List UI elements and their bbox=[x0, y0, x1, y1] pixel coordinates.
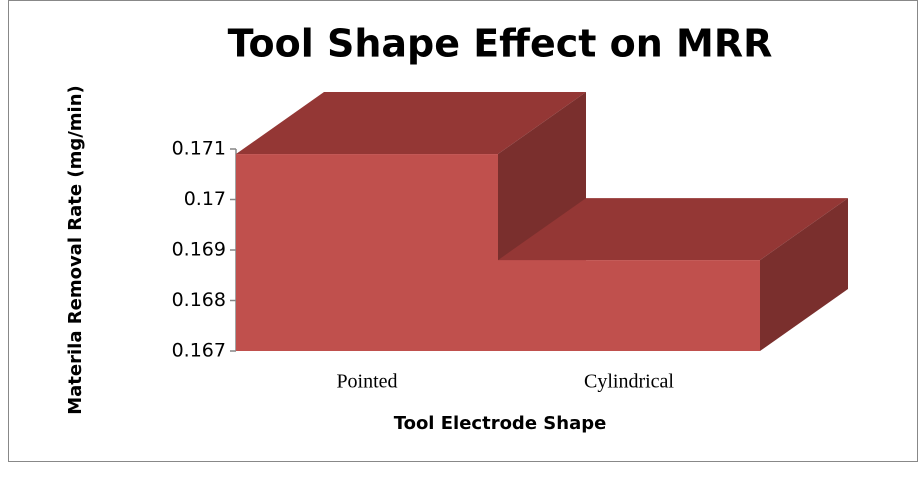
y-tick-label: 0.17 bbox=[184, 188, 226, 210]
chart-title: Tool Shape Effect on MRR bbox=[228, 22, 773, 66]
y-tick-label: 0.168 bbox=[172, 289, 226, 311]
y-tick-label: 0.167 bbox=[172, 340, 226, 362]
y-tick-label: 0.171 bbox=[172, 138, 226, 160]
x-axis-title: Tool Electrode Shape bbox=[394, 413, 607, 434]
y-axis-title: Materila Removal Rate (mg/min) bbox=[65, 85, 86, 415]
bar-top bbox=[236, 92, 586, 155]
bar bbox=[498, 260, 760, 351]
y-tick-label: 0.169 bbox=[172, 239, 226, 261]
x-tick-label: Pointed bbox=[336, 371, 397, 393]
bar-side bbox=[760, 198, 848, 351]
bar bbox=[236, 154, 498, 351]
x-tick-label: Cylindrical bbox=[584, 371, 674, 393]
bar-top bbox=[498, 198, 848, 261]
